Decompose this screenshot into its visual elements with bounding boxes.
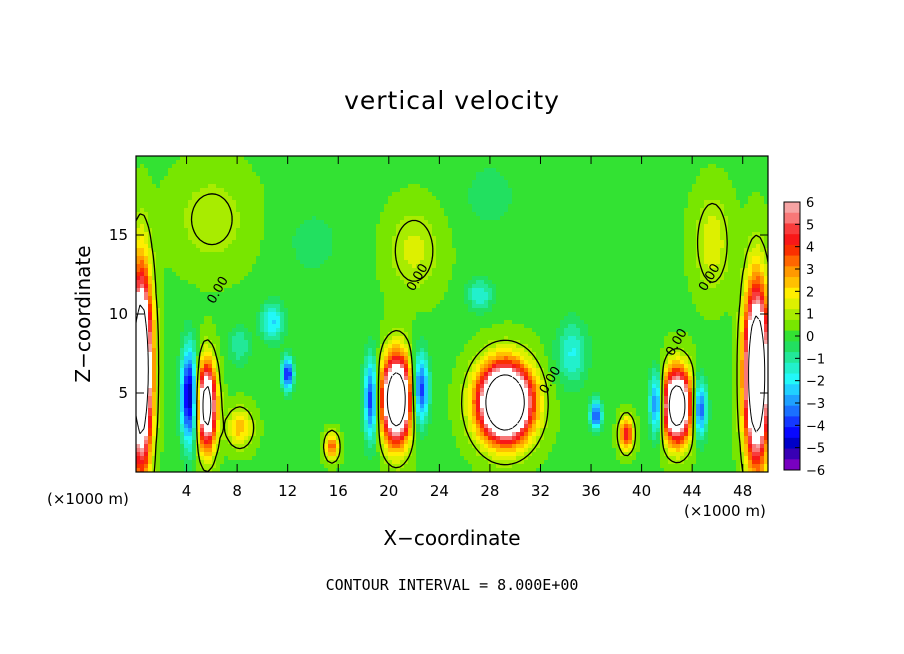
chart-title: vertical velocity [344,86,560,115]
colorbar: 6 5 4 3 2 1 0 −1 −2 −3 −4 −5 −6 [783,196,825,479]
colorbar-swatch [784,416,800,428]
colorbar-swatch [784,362,800,375]
colorbar-swatch [784,384,800,396]
colorbar-swatch [784,319,800,332]
colorbar-tick-label: −4 [806,419,825,434]
y-tick-label: 15 [109,226,128,244]
colorbar-swatch [784,341,800,353]
x-tick-label: 40 [632,482,651,500]
y-tick-label: 5 [118,384,128,402]
y-axis-label: Z−coordinate [71,245,95,383]
colorbar-swatch [784,448,800,460]
colorbar-tick-label: 5 [806,218,814,233]
colorbar-swatch [784,405,800,417]
contour-line [136,193,768,472]
colorbar-tick-label: 2 [806,285,814,300]
x-unit-label: (×1000 m) [684,502,766,520]
colorbar-tick-label: −6 [806,464,825,479]
x-tick-label: 32 [531,482,550,500]
colorbar-swatch [784,427,800,439]
colorbar-swatch [784,309,800,321]
contour-interval-note: CONTOUR INTERVAL = 8.000E+00 [325,576,579,594]
colorbar-swatch [784,394,800,407]
x-tick-label: 4 [182,482,192,500]
colorbar-swatch [784,244,800,257]
colorbar-swatch [784,212,800,224]
colorbar-swatch [784,330,800,342]
colorbar-tick-label: −2 [806,375,825,390]
x-tick-label: 44 [683,482,702,500]
colorbar-swatch [784,277,800,289]
colorbar-swatch [784,459,800,471]
colorbar-tick-label: 0 [806,330,814,345]
x-tick-label: 20 [379,482,398,500]
colorbar-tick-label: −5 [806,442,825,457]
colorbar-swatch [784,255,800,267]
x-tick-label: 24 [430,482,449,500]
colorbar-swatch [784,373,800,385]
colorbar-tick-label: 4 [806,241,814,256]
y-tick-label: 10 [109,305,128,323]
x-tick-label: 16 [329,482,348,500]
colorbar-swatch [784,352,800,364]
colorbar-tick-label: 3 [806,263,814,278]
colorbar-tick-label: 1 [806,308,814,323]
colorbar-swatch [784,202,800,214]
x-tick-label: 28 [480,482,499,500]
contour-lines [136,193,768,472]
contour-line-dashed [136,304,766,435]
colorbar-swatch [784,298,800,310]
colorbar-tick-label: 6 [806,196,814,211]
colorbar-swatch [784,223,800,235]
x-tick-label: 36 [581,482,600,500]
colorbar-tick-label: −3 [806,397,825,412]
colorbar-swatch [784,266,800,278]
colorbar-swatch [784,437,800,450]
colorbar-swatch [784,287,800,299]
colorbar-tick-label: −1 [806,352,825,367]
x-axis-label: X−coordinate [383,526,521,550]
z-unit-label: (×1000 m) [47,490,129,508]
velocity-field [136,156,768,472]
x-tick-label: 8 [232,482,242,500]
x-tick-label: 12 [278,482,297,500]
colorbar-swatch [784,234,800,246]
x-tick-label: 48 [733,482,752,500]
